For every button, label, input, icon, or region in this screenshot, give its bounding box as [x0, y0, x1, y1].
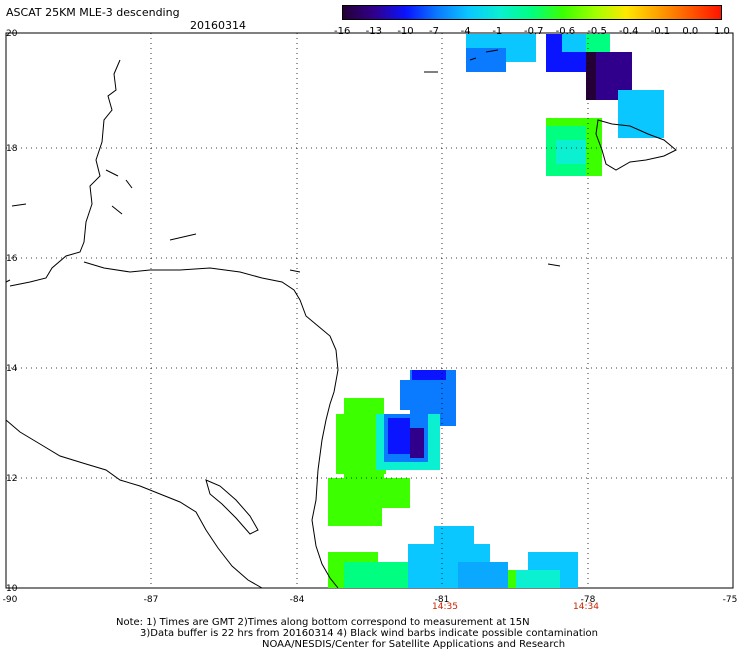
- swath-cell: [388, 418, 410, 454]
- lat-label: 16: [6, 254, 18, 264]
- colorbar-label: -0.6: [555, 26, 576, 37]
- colorbar-label: -7: [429, 26, 439, 37]
- note-line-2: 3)Data buffer is 22 hrs from 20160314 4)…: [140, 628, 598, 639]
- coastline-cayman-3: [469, 57, 477, 61]
- swath-cell: [516, 570, 560, 588]
- colorbar-label: -0.5: [587, 26, 607, 37]
- swath-cell: [458, 562, 508, 588]
- swath-cell: [410, 428, 424, 458]
- product-title: ASCAT 25KM MLE-3 descending: [6, 6, 180, 19]
- colorbar-label: -13: [365, 26, 382, 37]
- swath-cell: [400, 380, 420, 410]
- swath-cell: [556, 140, 586, 164]
- pass-times: 14:35 14:34: [432, 602, 599, 610]
- coastline-nicoya: [205, 479, 259, 535]
- swath-cell: [328, 508, 382, 526]
- coastline-island-2: [111, 205, 123, 215]
- lon-label: -78: [581, 595, 596, 605]
- lon-label: -81: [435, 595, 450, 605]
- swath-cells: [328, 34, 664, 588]
- coastline-island-4: [125, 179, 133, 189]
- lat-label: 18: [6, 144, 18, 154]
- colorbar-label: -10: [397, 26, 414, 37]
- lon-labels: -90 -87 -84 -81 -78 -75: [3, 595, 738, 605]
- coastline-island-5: [11, 203, 27, 207]
- coastline-mainland: [5, 59, 121, 287]
- note-line-3: NOAA/NESDIS/Center for Satellite Applica…: [262, 639, 566, 650]
- colorbar-label: 1.0: [714, 26, 730, 37]
- colorbar-label: -1: [492, 26, 503, 37]
- swath-cell: [328, 478, 410, 508]
- colorbar-label: 0.0: [682, 26, 699, 37]
- coastline-island-1: [105, 169, 119, 177]
- swath-cell: [344, 562, 408, 588]
- lat-labels: 20 18 16 14 12 10: [6, 29, 18, 594]
- coastlines: [5, 49, 677, 589]
- pass-time-label: 14:35: [432, 602, 458, 610]
- lon-label: -87: [144, 595, 159, 605]
- colorbar-label: -0.7: [524, 26, 544, 37]
- colorbar-label: -0.1: [650, 26, 671, 37]
- graticule: [6, 33, 733, 588]
- lat-label: 10: [6, 584, 18, 594]
- swath-cell: [586, 52, 596, 100]
- coastline-honduras: [83, 261, 339, 589]
- swath-cell: [618, 90, 664, 138]
- colorbar-label: -16: [334, 26, 351, 37]
- lat-label: 14: [6, 364, 18, 374]
- lon-label: -75: [723, 595, 738, 605]
- product-date: 20160314: [190, 19, 246, 32]
- coastline-pacific: [5, 419, 263, 589]
- colorbar-label: -0.4: [619, 26, 639, 37]
- swath-cell: [586, 34, 610, 52]
- colorbar-label: -4: [460, 26, 471, 37]
- coastline-island-7: [547, 263, 561, 267]
- map-plot: 20 18 16 14 12 10 -90 -87 -84 -81 -78 -7…: [3, 29, 738, 610]
- colorbar: [342, 5, 722, 20]
- pass-time-label: 14:34: [573, 602, 599, 610]
- lat-label: 20: [6, 29, 18, 39]
- coastline-island-6: [289, 269, 301, 273]
- lon-label: -84: [290, 595, 305, 605]
- coastline-jamaica: [595, 119, 677, 171]
- lon-label: -90: [3, 595, 18, 605]
- coastline-island-3: [169, 233, 197, 241]
- swath-cell: [412, 370, 446, 380]
- lat-label: 12: [6, 474, 17, 484]
- note-line-1: Note: 1) Times are GMT 2)Times along bot…: [116, 617, 530, 628]
- coastline-cayman-2: [485, 49, 499, 53]
